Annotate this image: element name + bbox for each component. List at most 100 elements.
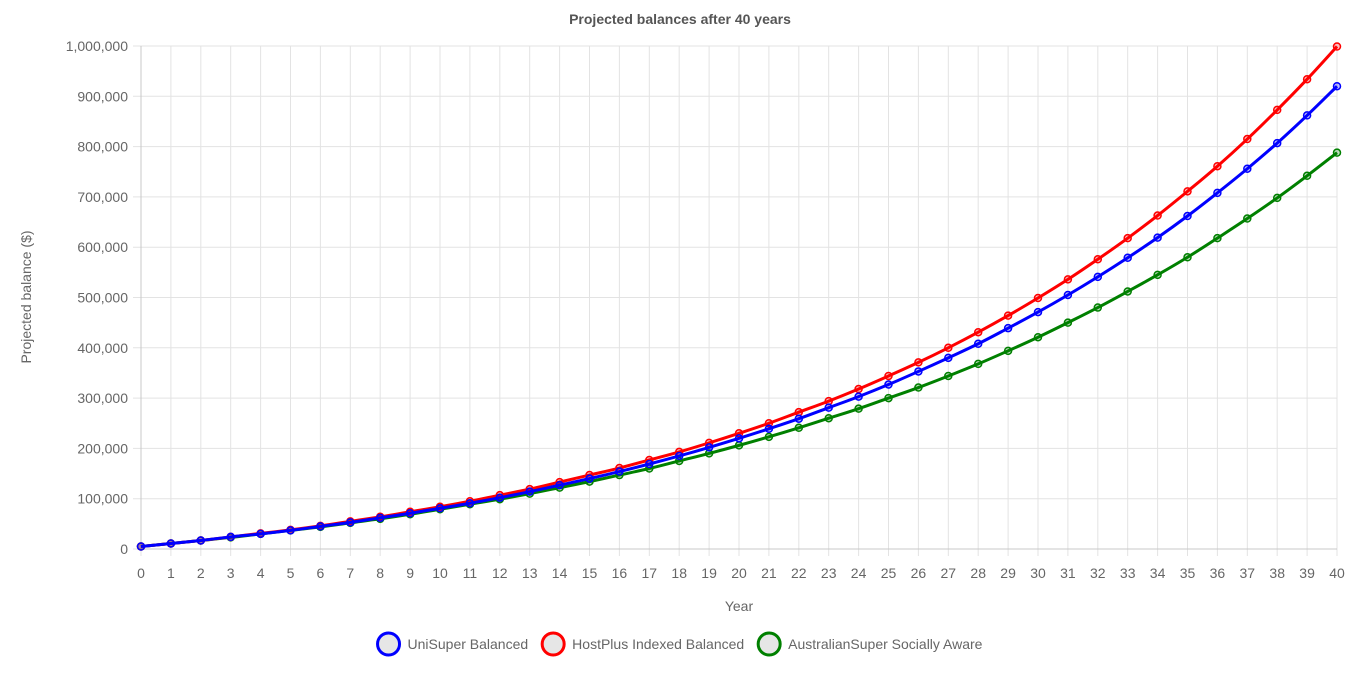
- data-point[interactable]: [405, 509, 415, 518]
- x-tick-label: 33: [1120, 565, 1136, 581]
- data-point[interactable]: [1123, 287, 1132, 296]
- data-point[interactable]: [914, 358, 923, 367]
- data-point[interactable]: [316, 522, 325, 531]
- data-point[interactable]: [525, 487, 534, 496]
- data-point[interactable]: [136, 542, 146, 551]
- data-point[interactable]: [1302, 111, 1312, 120]
- series-layer: [136, 42, 1342, 551]
- legend-item-australiansuper-socially-aware[interactable]: AustralianSuper Socially Aware: [756, 631, 983, 657]
- data-point[interactable]: [884, 380, 893, 389]
- data-point[interactable]: [1123, 253, 1132, 263]
- data-point[interactable]: [973, 339, 983, 349]
- data-point[interactable]: [914, 383, 923, 392]
- data-point[interactable]: [914, 367, 923, 376]
- legend-marker: [756, 631, 782, 657]
- x-tick-label: 21: [761, 565, 777, 581]
- data-point[interactable]: [1302, 171, 1312, 181]
- data-point[interactable]: [286, 526, 295, 535]
- data-point[interactable]: [1272, 193, 1282, 203]
- data-point[interactable]: [1213, 188, 1222, 198]
- data-point[interactable]: [1003, 311, 1013, 320]
- data-point[interactable]: [1302, 74, 1312, 84]
- data-point[interactable]: [1272, 105, 1282, 115]
- data-point[interactable]: [615, 467, 624, 476]
- data-point[interactable]: [944, 343, 953, 353]
- data-point[interactable]: [645, 459, 654, 469]
- x-tick-label: 31: [1060, 565, 1076, 581]
- data-point[interactable]: [734, 434, 744, 443]
- data-point[interactable]: [1093, 303, 1103, 312]
- data-point[interactable]: [1213, 161, 1222, 171]
- data-point[interactable]: [1033, 307, 1043, 317]
- data-point[interactable]: [1003, 323, 1013, 333]
- data-point[interactable]: [674, 451, 684, 461]
- data-point[interactable]: [1033, 293, 1043, 303]
- data-point[interactable]: [1243, 214, 1252, 223]
- data-point[interactable]: [1272, 138, 1282, 148]
- data-point[interactable]: [1093, 255, 1103, 264]
- data-point[interactable]: [226, 532, 235, 542]
- data-point[interactable]: [1243, 164, 1252, 173]
- x-tick-label: 15: [582, 565, 598, 581]
- x-tick-label: 25: [881, 565, 897, 581]
- data-point[interactable]: [854, 404, 863, 413]
- data-point[interactable]: [1243, 134, 1252, 144]
- data-point[interactable]: [734, 441, 744, 450]
- data-point[interactable]: [346, 518, 355, 527]
- y-tick-label: 300,000: [77, 390, 128, 406]
- data-point[interactable]: [854, 392, 863, 401]
- data-point[interactable]: [1063, 275, 1073, 284]
- data-point[interactable]: [1153, 211, 1162, 220]
- data-point[interactable]: [375, 513, 385, 523]
- data-point[interactable]: [704, 443, 714, 452]
- data-point[interactable]: [824, 403, 833, 412]
- data-point[interactable]: [884, 393, 893, 403]
- data-point[interactable]: [1063, 318, 1073, 327]
- data-point[interactable]: [495, 493, 505, 502]
- grid: [133, 45, 1338, 556]
- data-point[interactable]: [555, 480, 564, 490]
- data-point[interactable]: [196, 536, 206, 545]
- data-point[interactable]: [1213, 233, 1222, 243]
- data-point[interactable]: [973, 359, 983, 369]
- data-point[interactable]: [1332, 148, 1342, 157]
- data-point[interactable]: [1033, 332, 1043, 342]
- legend[interactable]: UniSuper Balanced HostPlus Indexed Balanc…: [376, 631, 983, 657]
- data-point[interactable]: [1123, 233, 1132, 243]
- x-tick-label: 34: [1150, 565, 1166, 581]
- x-tick-label: 20: [731, 565, 747, 581]
- data-point[interactable]: [824, 413, 833, 423]
- data-point[interactable]: [585, 474, 594, 483]
- data-point[interactable]: [166, 539, 176, 548]
- legend-marker: [376, 631, 402, 657]
- data-point[interactable]: [1183, 253, 1192, 262]
- data-point[interactable]: [1003, 346, 1013, 356]
- legend-item-hostplus-indexed-balanced[interactable]: HostPlus Indexed Balanced: [540, 631, 744, 657]
- data-point[interactable]: [1332, 81, 1342, 91]
- x-tick-label: 16: [612, 565, 628, 581]
- data-point[interactable]: [944, 353, 953, 363]
- data-point[interactable]: [1093, 272, 1103, 282]
- legend-item-unisuper-balanced[interactable]: UniSuper Balanced: [376, 631, 529, 657]
- data-point[interactable]: [1153, 233, 1162, 242]
- data-point[interactable]: [973, 327, 983, 337]
- data-point[interactable]: [764, 432, 774, 442]
- data-point[interactable]: [465, 498, 475, 508]
- data-point[interactable]: [1063, 290, 1073, 300]
- data-point[interactable]: [1332, 42, 1342, 51]
- x-tick-label: 23: [821, 565, 837, 581]
- data-point[interactable]: [256, 529, 265, 539]
- data-point[interactable]: [794, 414, 804, 423]
- data-point[interactable]: [435, 504, 445, 513]
- data-point[interactable]: [704, 449, 714, 458]
- data-point[interactable]: [944, 371, 953, 381]
- data-point[interactable]: [884, 371, 893, 381]
- y-tick-label: 200,000: [77, 440, 128, 456]
- data-point[interactable]: [1153, 270, 1162, 280]
- data-point[interactable]: [764, 424, 774, 434]
- data-point[interactable]: [794, 423, 804, 433]
- data-point[interactable]: [854, 384, 863, 394]
- data-point[interactable]: [1183, 211, 1192, 221]
- data-point[interactable]: [1183, 187, 1192, 196]
